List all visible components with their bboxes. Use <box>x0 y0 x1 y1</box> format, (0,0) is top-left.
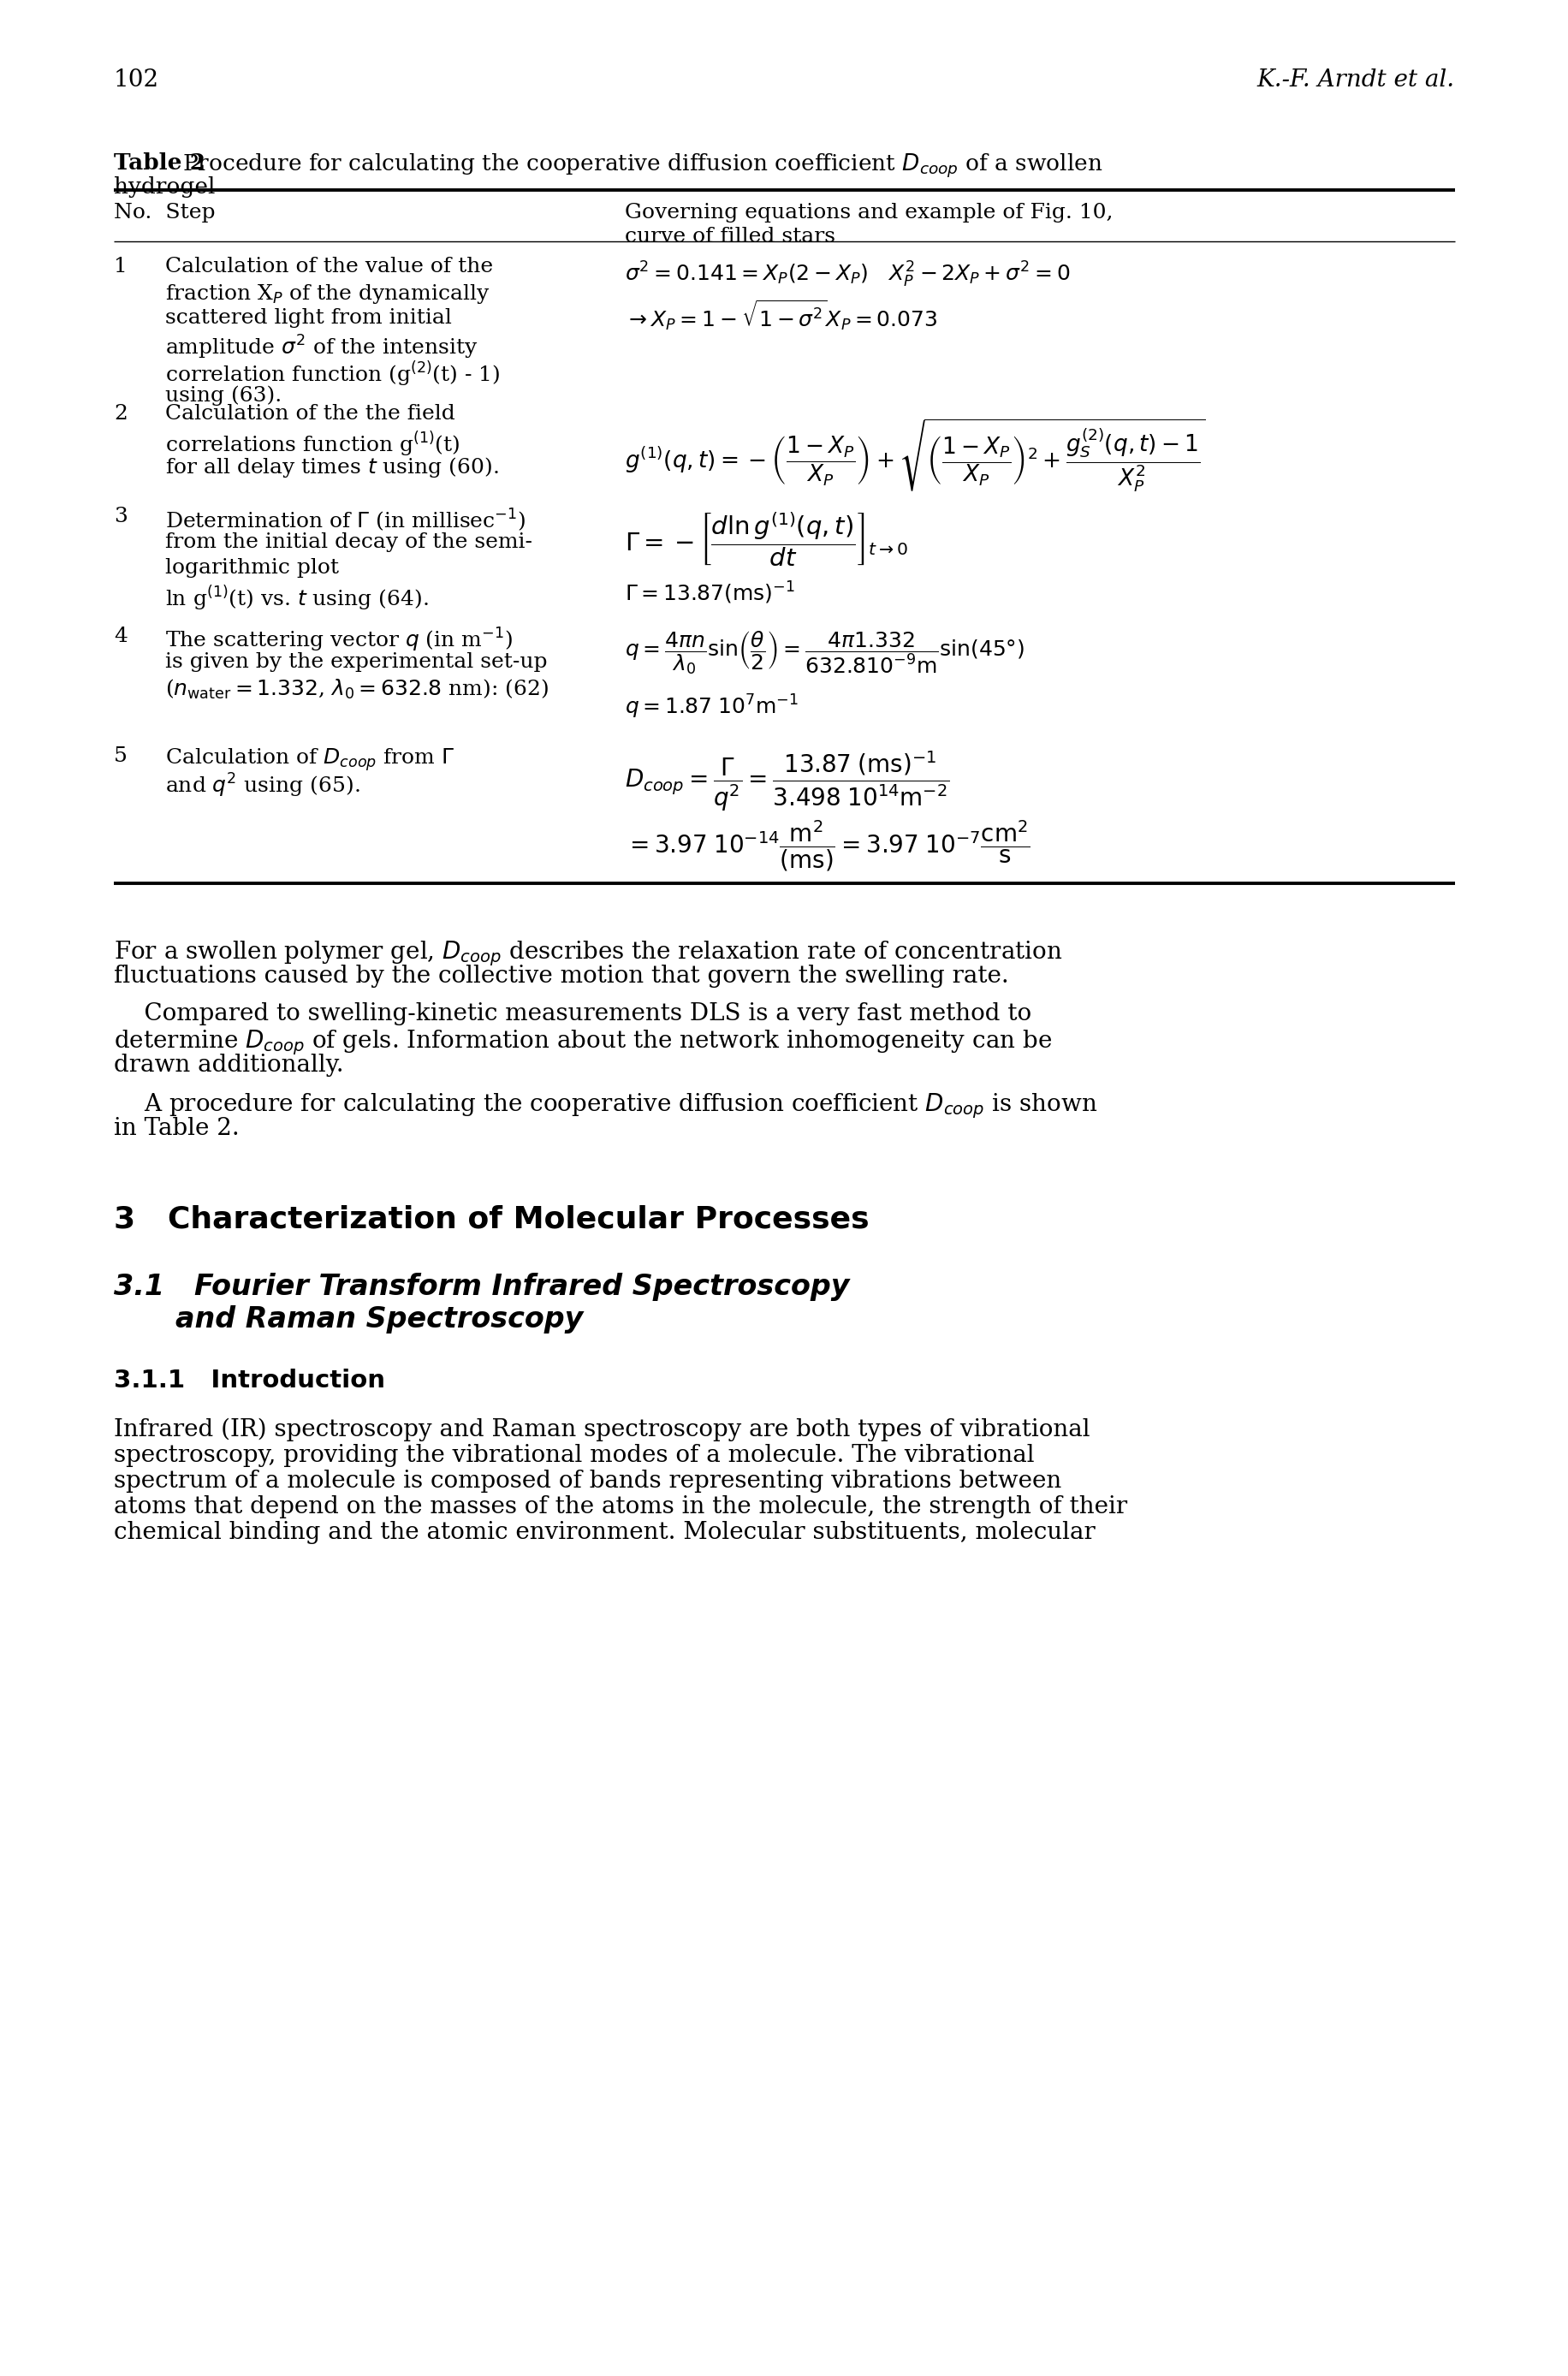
Text: for all delay times $t$ using (60).: for all delay times $t$ using (60). <box>165 456 499 480</box>
Text: 3: 3 <box>114 506 127 527</box>
Text: ($n_{\mathrm{water}}=1.332$, $\lambda_0=632.8$ nm): (62): ($n_{\mathrm{water}}=1.332$, $\lambda_0=… <box>165 677 549 701</box>
Text: and Raman Spectroscopy: and Raman Spectroscopy <box>176 1304 583 1333</box>
Text: Calculation of the the field: Calculation of the the field <box>165 404 455 423</box>
Text: 1: 1 <box>114 257 127 276</box>
Text: correlation function (g$^{(2)}$(t) - 1): correlation function (g$^{(2)}$(t) - 1) <box>165 359 500 387</box>
Text: 2: 2 <box>114 404 127 423</box>
Text: $q = \dfrac{4\pi n}{\lambda_0}\sin\!\left(\dfrac{\theta}{2}\right) = \dfrac{4\pi: $q = \dfrac{4\pi n}{\lambda_0}\sin\!\lef… <box>624 630 1024 677</box>
Text: For a swollen polymer gel, $D_{coop}$ describes the relaxation rate of concentra: For a swollen polymer gel, $D_{coop}$ de… <box>114 939 1063 967</box>
Text: atoms that depend on the masses of the atoms in the molecule, the strength of th: atoms that depend on the masses of the a… <box>114 1495 1127 1518</box>
Text: 3.1   Fourier Transform Infrared Spectroscopy: 3.1 Fourier Transform Infrared Spectrosc… <box>114 1274 850 1302</box>
Text: 4: 4 <box>114 627 127 646</box>
Text: 102: 102 <box>114 69 160 93</box>
Text: fraction X$_P$ of the dynamically: fraction X$_P$ of the dynamically <box>165 283 489 307</box>
Text: spectrum of a molecule is composed of bands representing vibrations between: spectrum of a molecule is composed of ba… <box>114 1471 1062 1492</box>
Text: $q = 1.87\;10^7\mathrm{m}^{-1}$: $q = 1.87\;10^7\mathrm{m}^{-1}$ <box>624 694 798 720</box>
Text: fluctuations caused by the collective motion that govern the swelling rate.: fluctuations caused by the collective mo… <box>114 965 1008 988</box>
Text: chemical binding and the atomic environment. Molecular substituents, molecular: chemical binding and the atomic environm… <box>114 1521 1096 1544</box>
Text: $\sigma^2 = 0.141 = X_P(2-X_P)$   $X_P^2 - 2X_P + \sigma^2 = 0$: $\sigma^2 = 0.141 = X_P(2-X_P)$ $X_P^2 -… <box>624 261 1071 290</box>
Text: 5: 5 <box>114 746 127 765</box>
Text: Calculation of the value of the: Calculation of the value of the <box>165 257 492 276</box>
Text: logarithmic plot: logarithmic plot <box>165 558 339 577</box>
Text: amplitude $\sigma^2$ of the intensity: amplitude $\sigma^2$ of the intensity <box>165 333 478 361</box>
Text: 3.1.1   Introduction: 3.1.1 Introduction <box>114 1369 386 1392</box>
Text: Calculation of $D_{coop}$ from $\Gamma$: Calculation of $D_{coop}$ from $\Gamma$ <box>165 746 455 772</box>
Text: drawn additionally.: drawn additionally. <box>114 1053 343 1076</box>
Text: Determination of $\Gamma$ (in millisec$^{-1}$): Determination of $\Gamma$ (in millisec$^… <box>165 506 525 532</box>
Text: No.  Step: No. Step <box>114 202 215 223</box>
Text: Infrared (IR) spectroscopy and Raman spectroscopy are both types of vibrational: Infrared (IR) spectroscopy and Raman spe… <box>114 1418 1090 1442</box>
Text: and $q^2$ using (65).: and $q^2$ using (65). <box>165 772 361 801</box>
Text: scattered light from initial: scattered light from initial <box>165 309 452 328</box>
Text: $\Gamma = 13.87(\mathrm{ms})^{-1}$: $\Gamma = 13.87(\mathrm{ms})^{-1}$ <box>624 580 795 606</box>
Text: $\Gamma = -\left[\dfrac{d\ln g^{(1)}(q,t)}{dt}\right]_{t\rightarrow 0}$: $\Gamma = -\left[\dfrac{d\ln g^{(1)}(q,t… <box>624 511 908 568</box>
Text: Table 2: Table 2 <box>114 152 205 173</box>
Text: $D_{coop} = \dfrac{\Gamma}{q^2} = \dfrac{13.87\;(\mathrm{ms})^{-1}}{3.498\;10^{1: $D_{coop} = \dfrac{\Gamma}{q^2} = \dfrac… <box>624 751 950 813</box>
Text: ln g$^{(1)}$(t) vs. $t$ using (64).: ln g$^{(1)}$(t) vs. $t$ using (64). <box>165 584 428 613</box>
Text: $g^{(1)}(q,t) = -\left(\dfrac{1-X_P}{X_P}\right) + \sqrt{\left(\dfrac{1-X_P}{X_P: $g^{(1)}(q,t) = -\left(\dfrac{1-X_P}{X_P… <box>624 418 1206 494</box>
Text: The scattering vector $q$ (in m$^{-1}$): The scattering vector $q$ (in m$^{-1}$) <box>165 627 513 653</box>
Text: correlations function g$^{(1)}$(t): correlations function g$^{(1)}$(t) <box>165 430 459 459</box>
Text: 3   Characterization of Molecular Processes: 3 Characterization of Molecular Processe… <box>114 1205 869 1233</box>
Text: Compared to swelling-kinetic measurements DLS is a very fast method to: Compared to swelling-kinetic measurement… <box>114 1003 1032 1026</box>
Text: Governing equations and example of Fig. 10,: Governing equations and example of Fig. … <box>624 202 1113 223</box>
Text: $\rightarrow X_P = 1 - \sqrt{1-\sigma^2}X_P = 0.073$: $\rightarrow X_P = 1 - \sqrt{1-\sigma^2}… <box>624 297 938 333</box>
Text: curve of filled stars: curve of filled stars <box>624 226 836 247</box>
Text: Procedure for calculating the cooperative diffusion coefficient $D_{coop}$ of a : Procedure for calculating the cooperativ… <box>182 152 1102 181</box>
Text: using (63).: using (63). <box>165 385 282 406</box>
Text: A procedure for calculating the cooperative diffusion coefficient $D_{coop}$ is : A procedure for calculating the cooperat… <box>114 1091 1098 1119</box>
Text: K.-F. Arndt et al.: K.-F. Arndt et al. <box>1258 69 1455 93</box>
Text: hydrogel: hydrogel <box>114 176 215 197</box>
Text: from the initial decay of the semi-: from the initial decay of the semi- <box>165 532 533 551</box>
Text: $= 3.97\;10^{-14}\dfrac{\mathrm{m}^2}{(\mathrm{ms})} = 3.97\;10^{-7}\dfrac{\math: $= 3.97\;10^{-14}\dfrac{\mathrm{m}^2}{(\… <box>624 817 1030 872</box>
Text: in Table 2.: in Table 2. <box>114 1117 240 1140</box>
Text: is given by the experimental set-up: is given by the experimental set-up <box>165 651 547 672</box>
Text: spectroscopy, providing the vibrational modes of a molecule. The vibrational: spectroscopy, providing the vibrational … <box>114 1445 1035 1466</box>
Text: determine $D_{coop}$ of gels. Information about the network inhomogeneity can be: determine $D_{coop}$ of gels. Informatio… <box>114 1029 1052 1057</box>
